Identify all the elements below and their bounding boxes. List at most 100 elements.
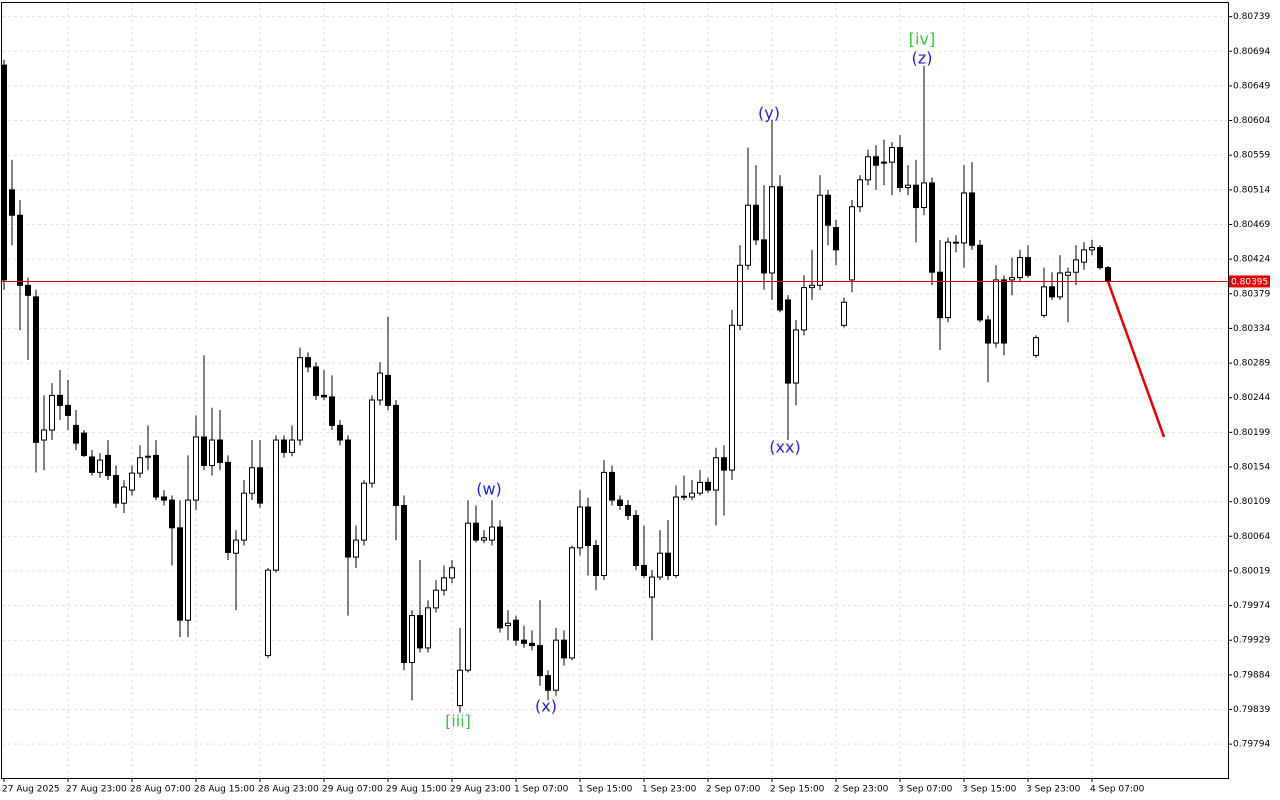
candle-body	[953, 241, 959, 244]
candle-body	[1033, 337, 1039, 356]
candle-body	[673, 496, 679, 577]
candle-body	[649, 576, 655, 598]
candle-body	[1049, 286, 1055, 298]
candle-body	[113, 474, 119, 504]
candle-body	[361, 482, 367, 541]
candle-body	[793, 329, 799, 384]
x-tick-label: 4 Sep 07:00	[1090, 785, 1145, 795]
candle-body	[49, 394, 55, 431]
candle-body	[465, 522, 471, 671]
candle-body	[505, 622, 511, 627]
x-tick-label: 28 Aug 23:00	[258, 785, 319, 795]
candle-body	[521, 639, 527, 644]
y-tick-label: 0.80334	[1233, 324, 1270, 334]
candle-body	[417, 615, 423, 649]
x-tick-label: 29 Aug 23:00	[450, 785, 511, 795]
candle-body	[217, 439, 223, 463]
candle-body	[313, 366, 319, 396]
candle-body	[129, 472, 135, 491]
candle-body	[369, 399, 375, 484]
wave-label: (w)	[476, 480, 502, 499]
candle-body	[585, 506, 591, 547]
candle-body	[785, 299, 791, 384]
candle-body	[297, 357, 303, 441]
candle-body	[833, 227, 839, 251]
candle-body	[385, 374, 391, 406]
y-tick-label: 0.80559	[1233, 151, 1270, 161]
candle-body	[905, 184, 911, 189]
y-tick-label: 0.80154	[1233, 462, 1270, 472]
candle-body	[993, 279, 999, 344]
candle-body	[105, 454, 111, 476]
candle-body	[193, 436, 199, 501]
candle-body	[817, 194, 823, 286]
candle-body	[273, 439, 279, 571]
candle-body	[937, 271, 943, 319]
y-tick-label: 0.80469	[1233, 220, 1270, 230]
candle-body	[1009, 277, 1015, 281]
y-tick-label: 0.80064	[1233, 532, 1270, 542]
candle-body	[41, 429, 47, 441]
candle-body	[449, 567, 455, 579]
candle-body	[753, 204, 759, 241]
x-tick-label: 28 Aug 15:00	[194, 785, 255, 795]
candle-body	[625, 504, 631, 516]
candle-body	[641, 565, 647, 577]
overlays: 0.80739 0.80694 0.80649 0.80604 0.80559 0.805…	[2, 12, 1270, 795]
x-tick-label: 29 Aug 15:00	[386, 785, 447, 795]
candle-body	[145, 455, 151, 458]
candle-body	[489, 526, 495, 541]
candle-body	[289, 439, 295, 453]
candle-body	[873, 156, 879, 166]
candle-body	[233, 539, 239, 554]
candle-body	[681, 495, 687, 498]
wave-label: (xx)	[769, 438, 800, 457]
x-tick-label: 3 Sep 23:00	[1026, 785, 1081, 795]
candle-body	[561, 639, 567, 659]
wave-label: [iii]	[445, 712, 471, 731]
candle-body	[737, 264, 743, 326]
candle-body	[545, 675, 551, 691]
candle-body	[945, 241, 951, 319]
candle-body	[73, 424, 79, 444]
candle-body	[9, 189, 15, 216]
candle-body	[1105, 267, 1111, 282]
x-tick-label: 1 Sep 15:00	[578, 785, 633, 795]
candle-body	[801, 287, 807, 331]
x-tick-label: 2 Sep 07:00	[706, 785, 761, 795]
candle-body	[321, 394, 327, 398]
candle-body	[601, 471, 607, 577]
candle-body	[929, 182, 935, 273]
y-tick-label: 0.80379	[1233, 289, 1270, 299]
x-tick-label: 2 Sep 23:00	[834, 785, 889, 795]
candle-body	[161, 496, 167, 501]
candle-body	[337, 424, 343, 441]
x-tick-label: 3 Sep 07:00	[898, 785, 953, 795]
candle-body	[401, 504, 407, 664]
candle-body	[537, 645, 543, 677]
candle-body	[697, 481, 703, 494]
x-tick-label: 29 Aug 07:00	[322, 785, 383, 795]
candle-body	[889, 147, 895, 163]
y-tick-label: 0.80424	[1233, 255, 1270, 265]
candle-body	[81, 432, 87, 456]
forecast-line	[1106, 281, 1166, 438]
candle-body	[257, 467, 263, 504]
candle-body	[729, 324, 735, 471]
y-tick-label: 0.80244	[1233, 393, 1270, 403]
candle-body	[353, 539, 359, 558]
candle-body	[409, 615, 415, 664]
candle-body	[305, 357, 311, 368]
candle-body	[497, 526, 503, 629]
candle-body	[1065, 271, 1071, 276]
candle-body	[1025, 257, 1031, 276]
candle-body	[857, 179, 863, 208]
candle-body	[1001, 279, 1007, 344]
candle-body	[225, 461, 231, 553]
y-tick-label: 0.79884	[1233, 670, 1270, 680]
candle-body	[25, 284, 31, 296]
candle-body	[969, 192, 975, 246]
candle-body	[513, 619, 519, 641]
